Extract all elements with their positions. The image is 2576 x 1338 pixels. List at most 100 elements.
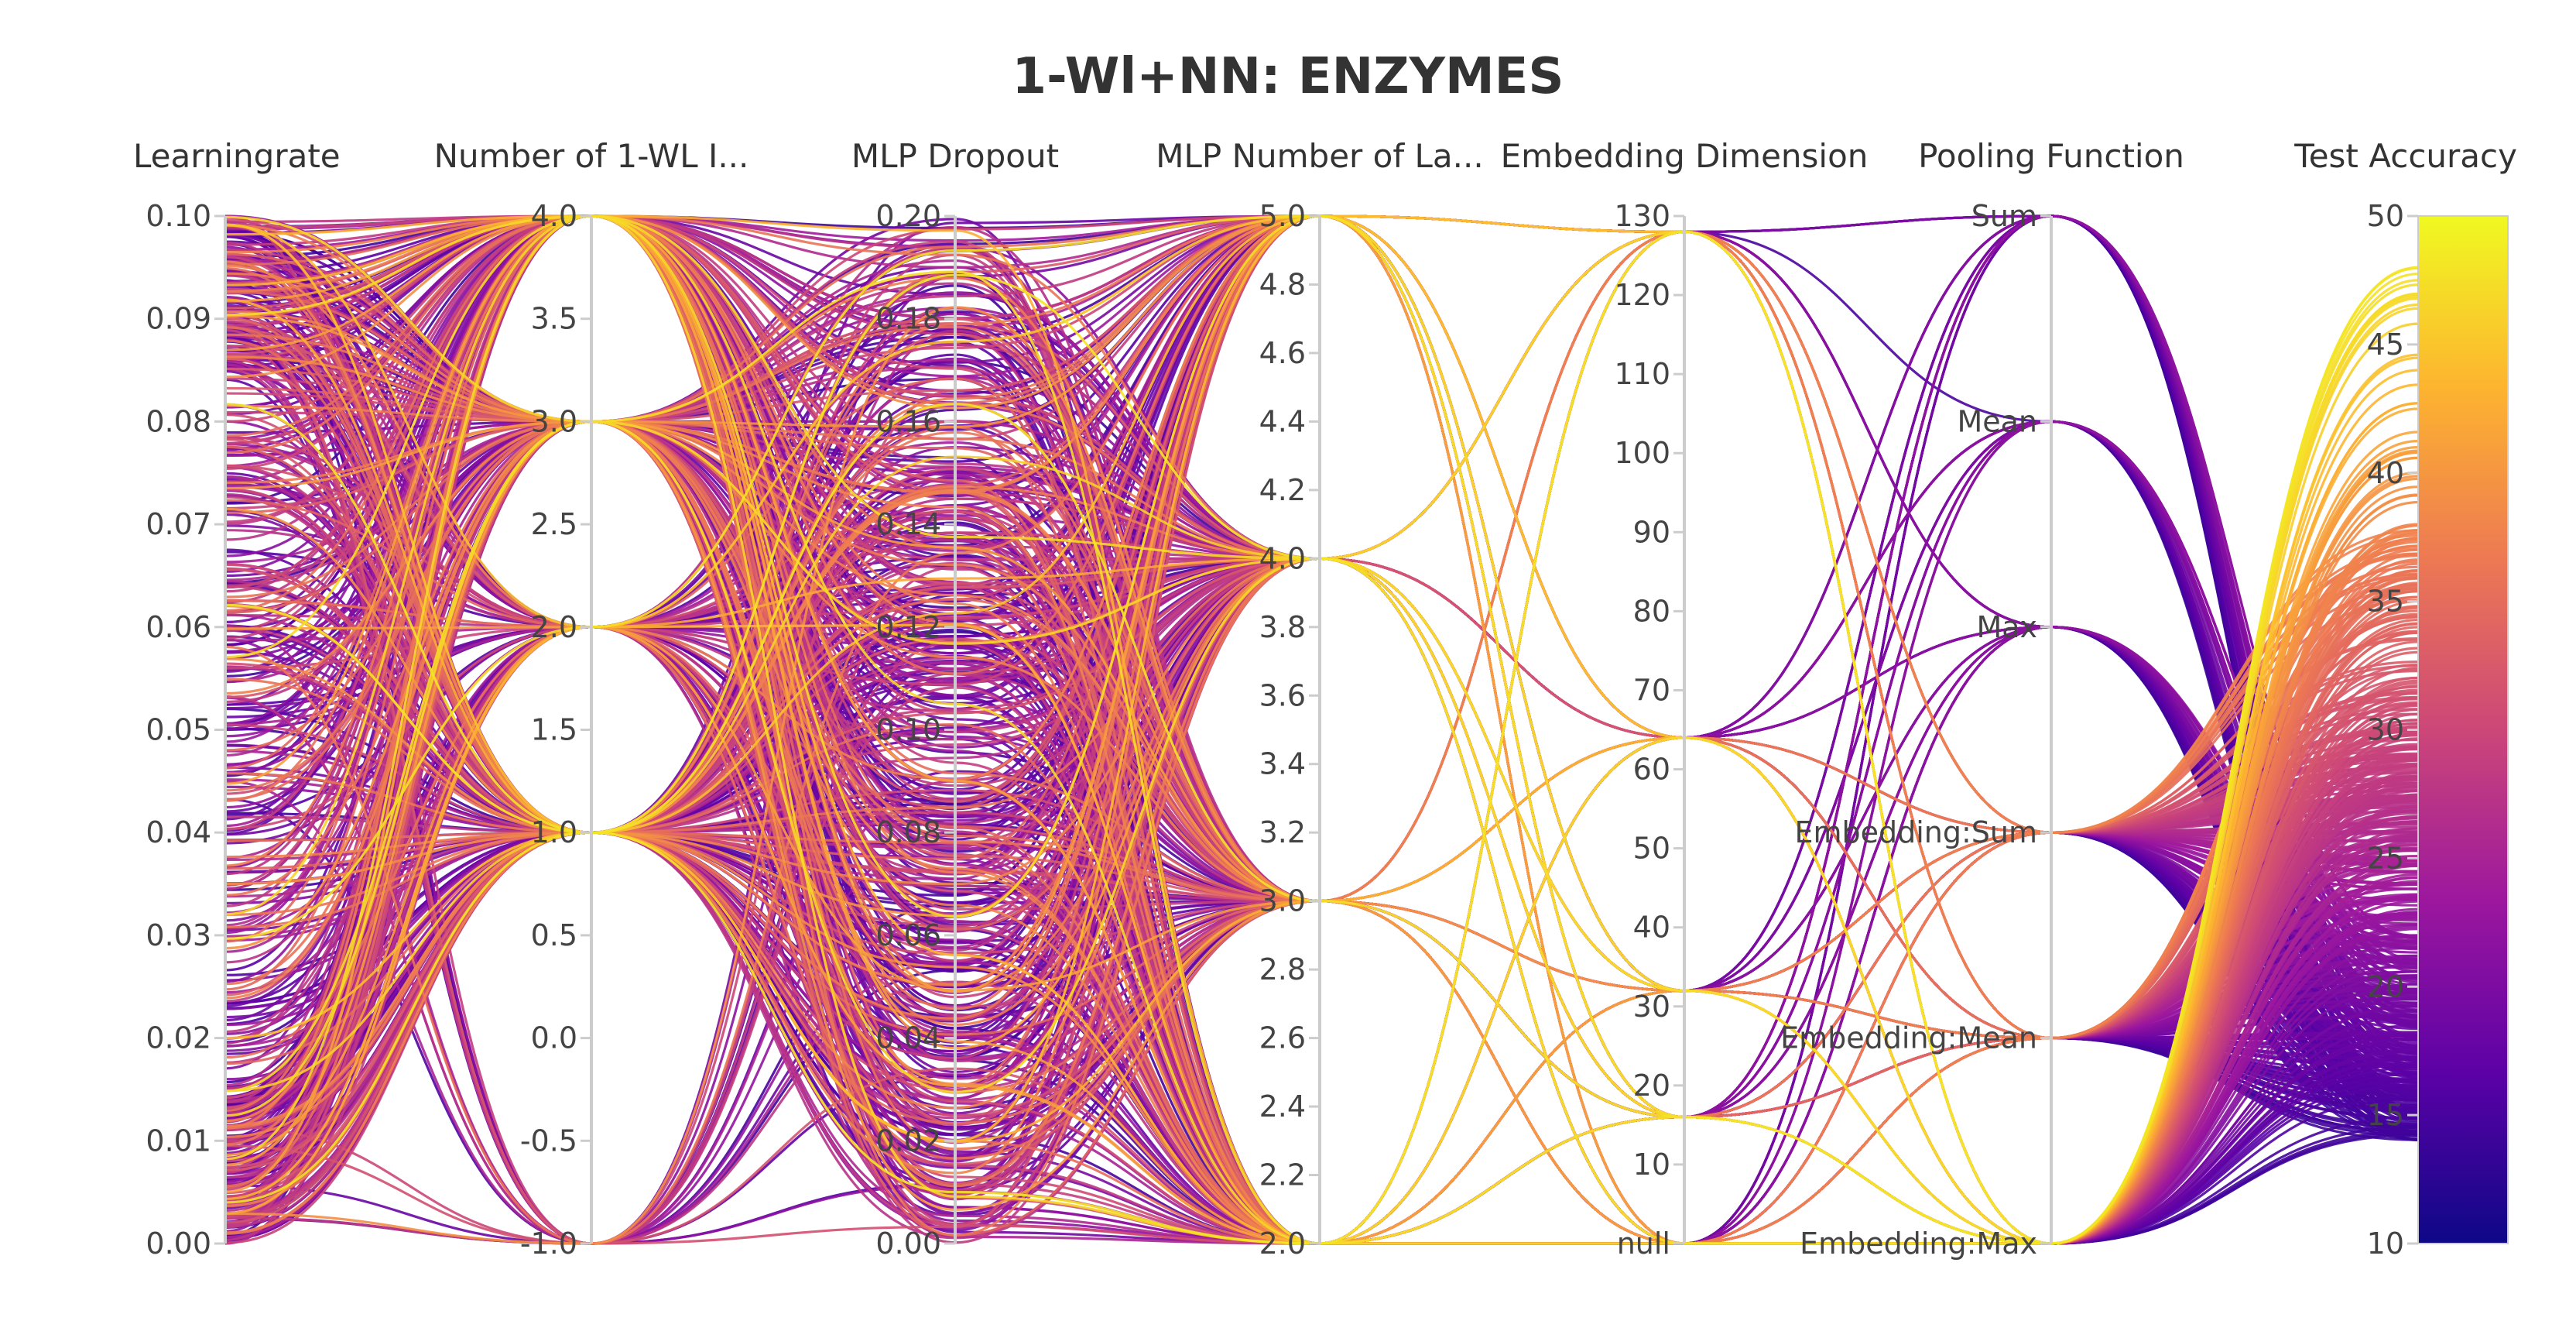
run-line <box>224 214 2419 1155</box>
tick-label: 4.2 <box>1259 473 1306 507</box>
run-line <box>224 214 2419 1087</box>
run-line <box>224 327 2419 1245</box>
run-line <box>224 273 2419 1119</box>
run-line <box>224 557 2419 1196</box>
tick-label: 0.02 <box>875 1124 941 1158</box>
tick-label: 0.01 <box>146 1124 211 1158</box>
run-line <box>224 360 2419 1245</box>
run-line <box>224 214 2419 1158</box>
run-line <box>224 214 2419 1124</box>
chart-title: 1-Wl+NN: ENZYMES <box>1012 48 1564 105</box>
run-line <box>224 222 2419 1119</box>
run-line <box>224 214 2419 1120</box>
tick-label: 0.16 <box>875 404 941 438</box>
tick-label: 20 <box>2367 969 2404 1004</box>
run-line <box>224 253 2419 1245</box>
run-line <box>224 214 2419 1136</box>
tick-label: 0.05 <box>146 713 211 747</box>
run-line <box>224 214 2419 1119</box>
run-line <box>224 214 2419 1131</box>
tick-label: 45 <box>2367 328 2404 362</box>
run-line <box>224 553 2419 1186</box>
tick-label: 50 <box>2367 199 2404 233</box>
run-line <box>224 214 2419 1114</box>
tick-label: 3.2 <box>1259 815 1306 849</box>
tick-label: 60 <box>1633 753 1670 787</box>
run-line <box>224 214 2419 1207</box>
axis-labels: Learningrate Number of 1-WL I... MLP Dropo… <box>133 137 2517 175</box>
run-line <box>224 214 2419 1143</box>
run-line <box>224 247 2419 1118</box>
axis-label: Number of 1-WL I... <box>434 137 749 175</box>
run-line <box>224 230 2419 1109</box>
run-line <box>224 214 2419 1151</box>
run-line <box>224 214 2419 1119</box>
run-line <box>224 366 2419 1245</box>
run-line <box>224 261 2419 1119</box>
tick-label: Embedding:Sum <box>1794 815 2037 849</box>
run-line <box>224 557 2419 1202</box>
tick-label: Max <box>1976 610 2037 644</box>
run-line <box>224 214 2419 1093</box>
run-line <box>224 214 2419 1119</box>
run-line <box>224 317 2419 1245</box>
run-line <box>224 214 2419 1119</box>
run-line <box>224 322 2419 1245</box>
run-line <box>224 214 2419 1131</box>
run-line <box>224 214 2419 1119</box>
run-line <box>224 626 2419 1141</box>
run-line <box>224 328 2419 1245</box>
tick-label: 3.4 <box>1259 747 1306 781</box>
run-line <box>224 214 2419 1119</box>
tick-label: 120 <box>1614 278 1670 312</box>
run-line <box>224 332 2419 1245</box>
run-line <box>224 214 2419 1093</box>
tick-label: 80 <box>1633 594 1670 628</box>
run-line <box>224 363 2419 1245</box>
run-line <box>224 697 2419 1245</box>
tick-label: 1.0 <box>531 815 577 849</box>
run-line <box>224 312 2419 1245</box>
run-line <box>224 214 2419 1119</box>
tick-label: 0.5 <box>531 918 577 952</box>
tick-label: 0.06 <box>146 610 211 644</box>
axis-label: MLP Number of La... <box>1156 137 1483 175</box>
run-line <box>224 831 2419 992</box>
run-line <box>224 214 2419 1119</box>
run-line <box>224 326 2419 1245</box>
run-line <box>224 272 2419 1084</box>
run-line <box>224 420 2419 939</box>
run-line <box>224 214 2419 1119</box>
tick-label: 0.18 <box>875 302 941 336</box>
run-line <box>224 214 2419 1140</box>
tick-label: 0.0 <box>531 1021 577 1055</box>
run-line <box>224 214 2419 1101</box>
run-line <box>224 214 2419 1119</box>
run-line <box>224 253 2419 1245</box>
run-line <box>224 214 2419 1120</box>
run-line <box>224 230 2419 1120</box>
run-line <box>224 312 2419 1245</box>
run-line <box>224 367 2419 1245</box>
tick-label: 40 <box>2367 456 2404 490</box>
tick-label: 130 <box>1614 199 1670 233</box>
run-line <box>224 348 2419 1066</box>
run-line <box>224 214 2419 1113</box>
tick-label-null: null <box>1617 1226 1670 1261</box>
tick-label: 3.8 <box>1259 610 1306 644</box>
tick-label: 2.0 <box>531 610 577 644</box>
axis-2: 0.00 0.02 0.04 0.06 0.08 0.10 0.12 0.14 0.16 0.18… <box>875 199 957 1261</box>
tick-label: 70 <box>1633 673 1670 707</box>
run-line <box>224 333 2419 1245</box>
run-line <box>224 214 2419 1119</box>
tick-label: 90 <box>1633 515 1670 549</box>
run-line <box>224 214 2419 1141</box>
tick-label: 0.03 <box>146 918 211 952</box>
run-line <box>224 253 2419 1245</box>
tick-label: 5.0 <box>1259 199 1306 233</box>
tick-label: 50 <box>1633 832 1670 866</box>
run-line <box>224 465 2419 1118</box>
tick-label: Embedding:Max <box>1800 1226 2037 1261</box>
run-line <box>224 338 2419 1245</box>
run-line <box>224 310 2419 1245</box>
